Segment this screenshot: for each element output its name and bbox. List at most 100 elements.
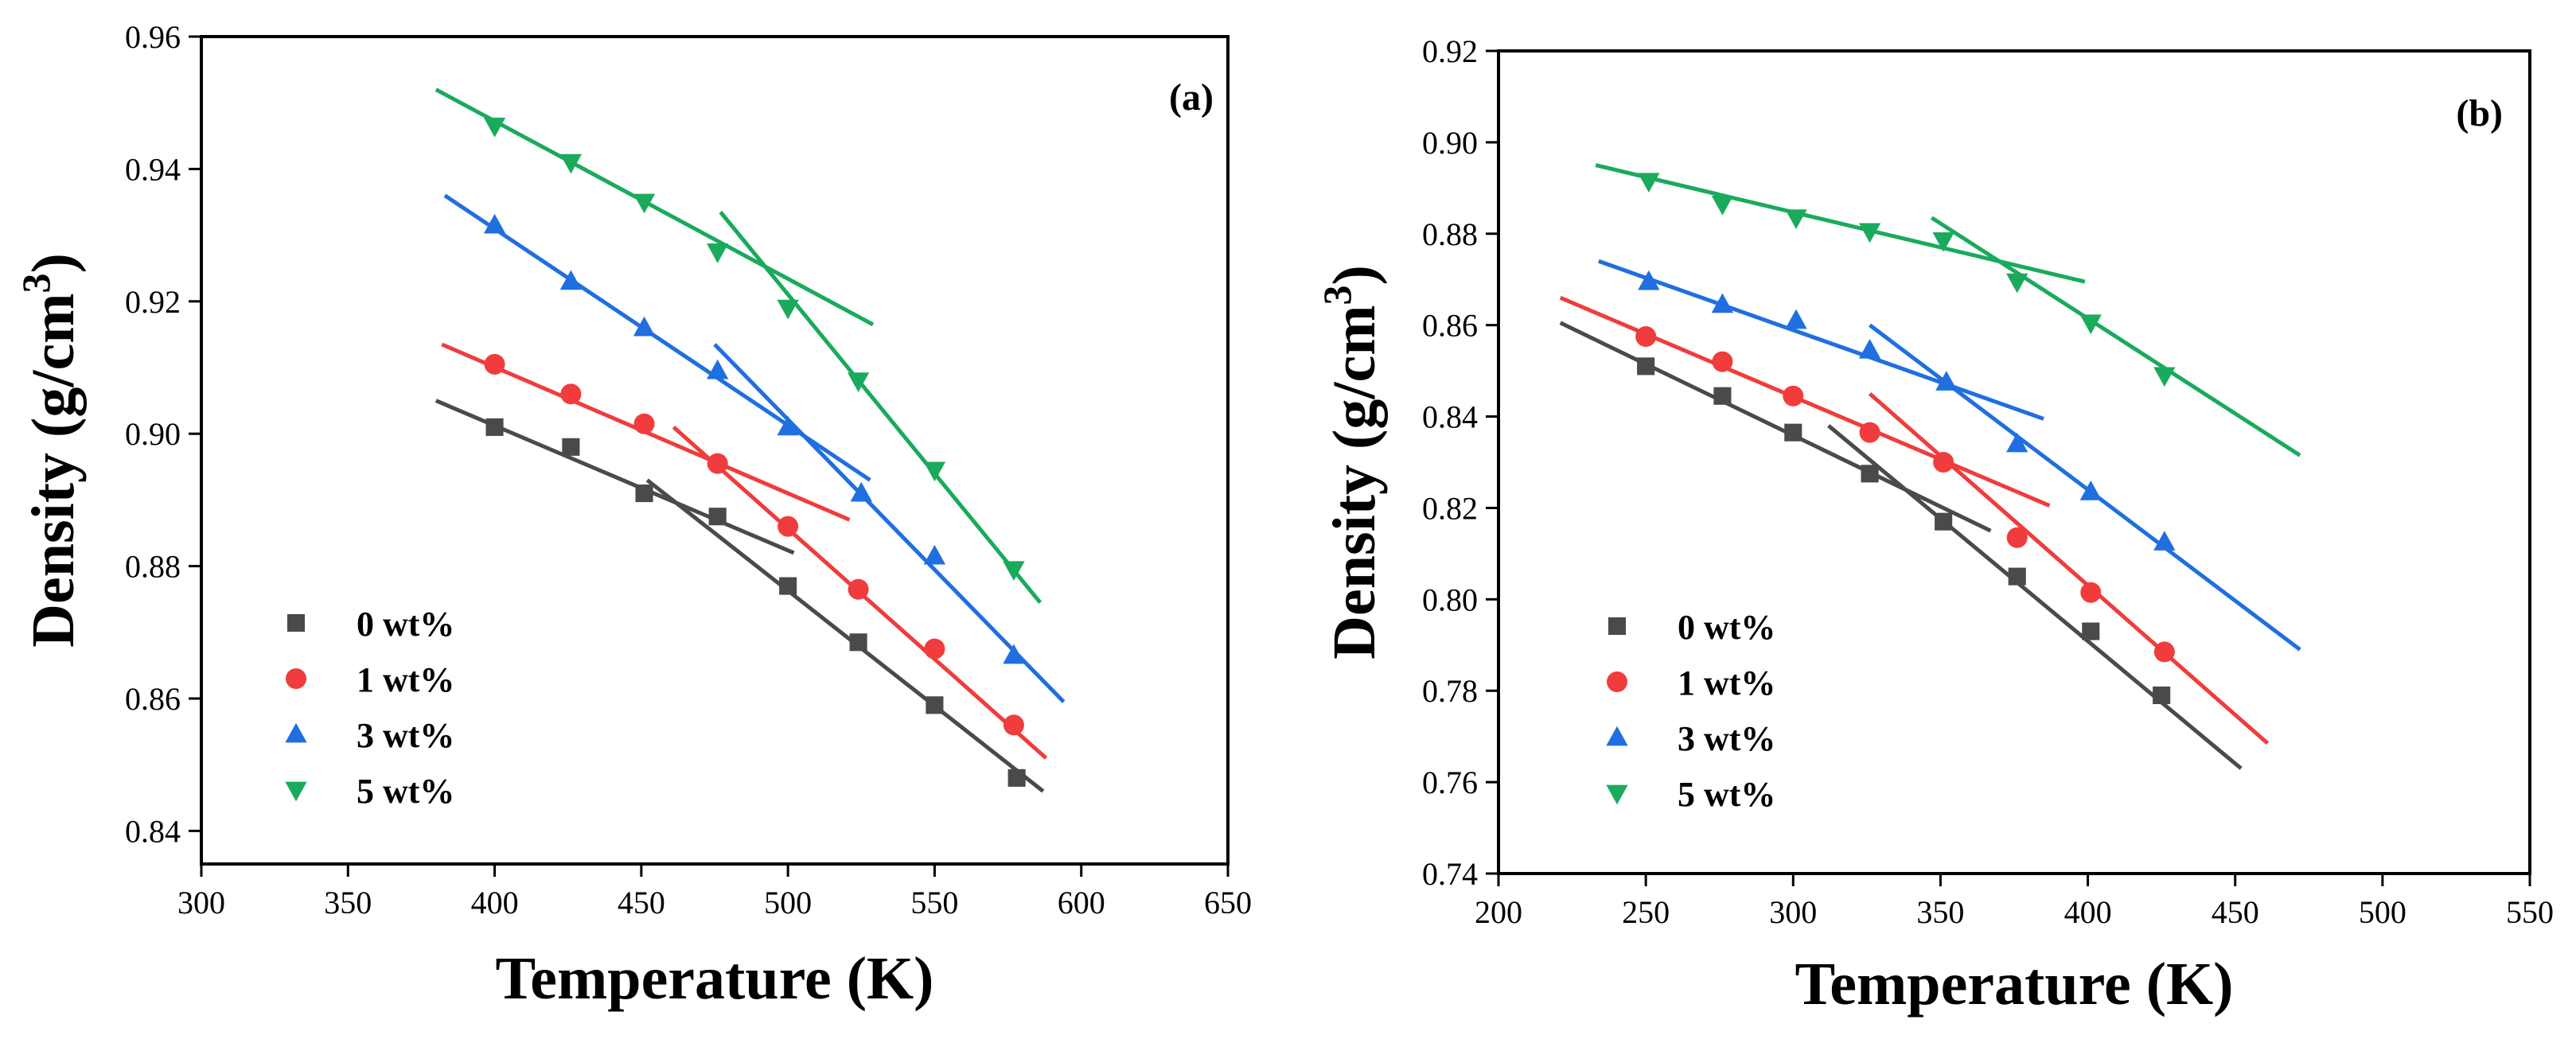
legend-symbol-1-wt: [1607, 671, 1627, 692]
data-point-1-wt: [560, 383, 582, 405]
data-point-0-wt: [1935, 512, 1953, 531]
legend-symbol-5-wt: [285, 781, 307, 802]
x-tick-label: 650: [1204, 885, 1252, 920]
data-point-1-wt: [484, 353, 505, 375]
legend-symbol-3-wt: [1606, 726, 1628, 746]
fit-line-0-wt: [1827, 424, 2243, 770]
data-point-0-wt: [635, 485, 653, 503]
legend-marker-5-wt: [1606, 784, 1628, 805]
data-point-0-wt: [1637, 357, 1655, 376]
x-tick-label: 200: [1475, 894, 1522, 930]
data-point-5-wt: [2153, 367, 2176, 387]
y-axis-title: Density (g/cm3): [1315, 265, 1388, 660]
fit-lines: [1559, 163, 2301, 770]
legend-label-1-wt: 1 wt%: [357, 660, 454, 699]
data-point-5-wt: [1711, 196, 1734, 216]
fit-line-5-wt: [719, 210, 1042, 604]
y-axis-title-main: Density (g/cm: [1321, 305, 1388, 659]
y-tick-label: 0.78: [1422, 673, 1478, 709]
data-points: [483, 117, 1026, 787]
panel-label: (a): [1169, 76, 1214, 119]
y-axis-title-close: ): [1321, 265, 1388, 285]
data-point-1-wt: [1635, 326, 1657, 348]
y-tick-label: 0.86: [125, 681, 181, 717]
data-point-5-wt: [1638, 173, 1660, 193]
y-tick-label: 0.88: [1422, 216, 1478, 252]
legend-marker-1-wt: [286, 668, 306, 689]
data-point-3-wt: [2079, 481, 2102, 500]
y-tick-label: 0.84: [1422, 399, 1478, 435]
y-tick-label: 0.94: [125, 151, 181, 187]
fit-line-0-wt: [645, 478, 1045, 793]
legend-label-5-wt: 5 wt%: [1678, 775, 1775, 814]
data-point-0-wt: [1861, 465, 1879, 483]
legend-marker-0-wt: [1608, 617, 1627, 636]
x-tick-label: 450: [618, 885, 665, 920]
data-point-1-wt: [1933, 452, 1954, 473]
x-tick-label: 350: [1916, 894, 1964, 930]
data-point-3-wt: [2006, 432, 2028, 453]
data-point-5-wt: [1858, 223, 1881, 243]
plot-frame: [1497, 49, 2531, 875]
data-point-5-wt: [559, 154, 583, 174]
fit-line-5-wt: [1595, 163, 2086, 284]
panel-a: 300 350 400 450 500 550 600 650 0.84 0.86 0.88 0.90…: [14, 19, 1252, 1012]
y-tick-label: 0.90: [1422, 125, 1478, 161]
data-point-0-wt: [1007, 769, 1026, 787]
data-point-0-wt: [926, 696, 944, 714]
data-point-0-wt: [2153, 686, 2171, 705]
data-point-1-wt: [2006, 527, 2028, 548]
x-tick-label: 550: [2506, 894, 2554, 930]
legend-symbol-0-wt: [286, 613, 306, 632]
data-point-0-wt: [2082, 622, 2100, 640]
data-point-0-wt: [562, 438, 580, 456]
data-point-1-wt: [707, 453, 728, 474]
x-tick-label: 250: [1622, 894, 1670, 930]
data-point-3-wt: [633, 316, 656, 337]
x-axis-title: Temperature (K): [1795, 951, 2234, 1018]
legend-label-3-wt: 3 wt%: [1678, 719, 1775, 758]
data-point-3-wt: [1935, 371, 1958, 391]
panel-b: 200 250 300 350 400 450 500 550 0.74 0.76 0.78 0.80…: [1315, 33, 2554, 1018]
data-point-3-wt: [923, 544, 946, 565]
data-point-5-wt: [2006, 273, 2028, 294]
data-point-3-wt: [2153, 531, 2176, 551]
data-point-0-wt: [708, 508, 727, 526]
data-point-0-wt: [779, 577, 797, 595]
legend-marker-1-wt: [1607, 671, 1627, 692]
data-point-5-wt: [2079, 314, 2102, 335]
y-tick-label: 0.86: [1422, 308, 1478, 344]
legend-label-3-wt: 3 wt%: [357, 716, 454, 755]
fit-line-5-wt: [1930, 216, 2301, 457]
x-tick-label: 400: [471, 885, 519, 920]
y-axis-title-close: ): [20, 253, 87, 273]
data-point-1-wt: [1859, 422, 1880, 443]
legend-marker-3-wt: [285, 722, 307, 743]
data-point-3-wt: [483, 213, 506, 234]
legend-label-0-wt: 0 wt%: [357, 605, 454, 644]
fit-line-1-wt: [1559, 295, 2051, 508]
y-tick-label: 0.82: [1422, 490, 1478, 526]
data-point-3-wt: [1711, 293, 1734, 313]
data-point-3-wt: [1858, 338, 1881, 359]
data-point-0-wt: [485, 418, 504, 436]
plot-frame: [200, 35, 1230, 866]
data-point-3-wt: [1638, 270, 1660, 290]
legend-item: 5 wt%: [1606, 775, 1775, 814]
fit-line-3-wt: [1869, 323, 2301, 652]
legend-item: 5 wt%: [285, 772, 454, 811]
y-tick-label: 0.74: [1422, 856, 1478, 892]
legend-marker-0-wt: [286, 613, 306, 632]
data-point-3-wt: [850, 481, 872, 502]
legend-label-5-wt: 5 wt%: [357, 772, 454, 811]
fit-line-3-wt: [713, 343, 1066, 703]
legend: 0 wt% 1 wt% 3 wt% 5 wt%: [285, 605, 454, 811]
x-tick-label: 500: [2359, 894, 2406, 930]
data-point-1-wt: [777, 516, 799, 537]
x-tick-label: 550: [910, 885, 958, 920]
legend-item: 1 wt%: [1607, 664, 1775, 702]
fit-line-0-wt: [1559, 321, 1992, 533]
data-point-5-wt: [777, 299, 799, 320]
